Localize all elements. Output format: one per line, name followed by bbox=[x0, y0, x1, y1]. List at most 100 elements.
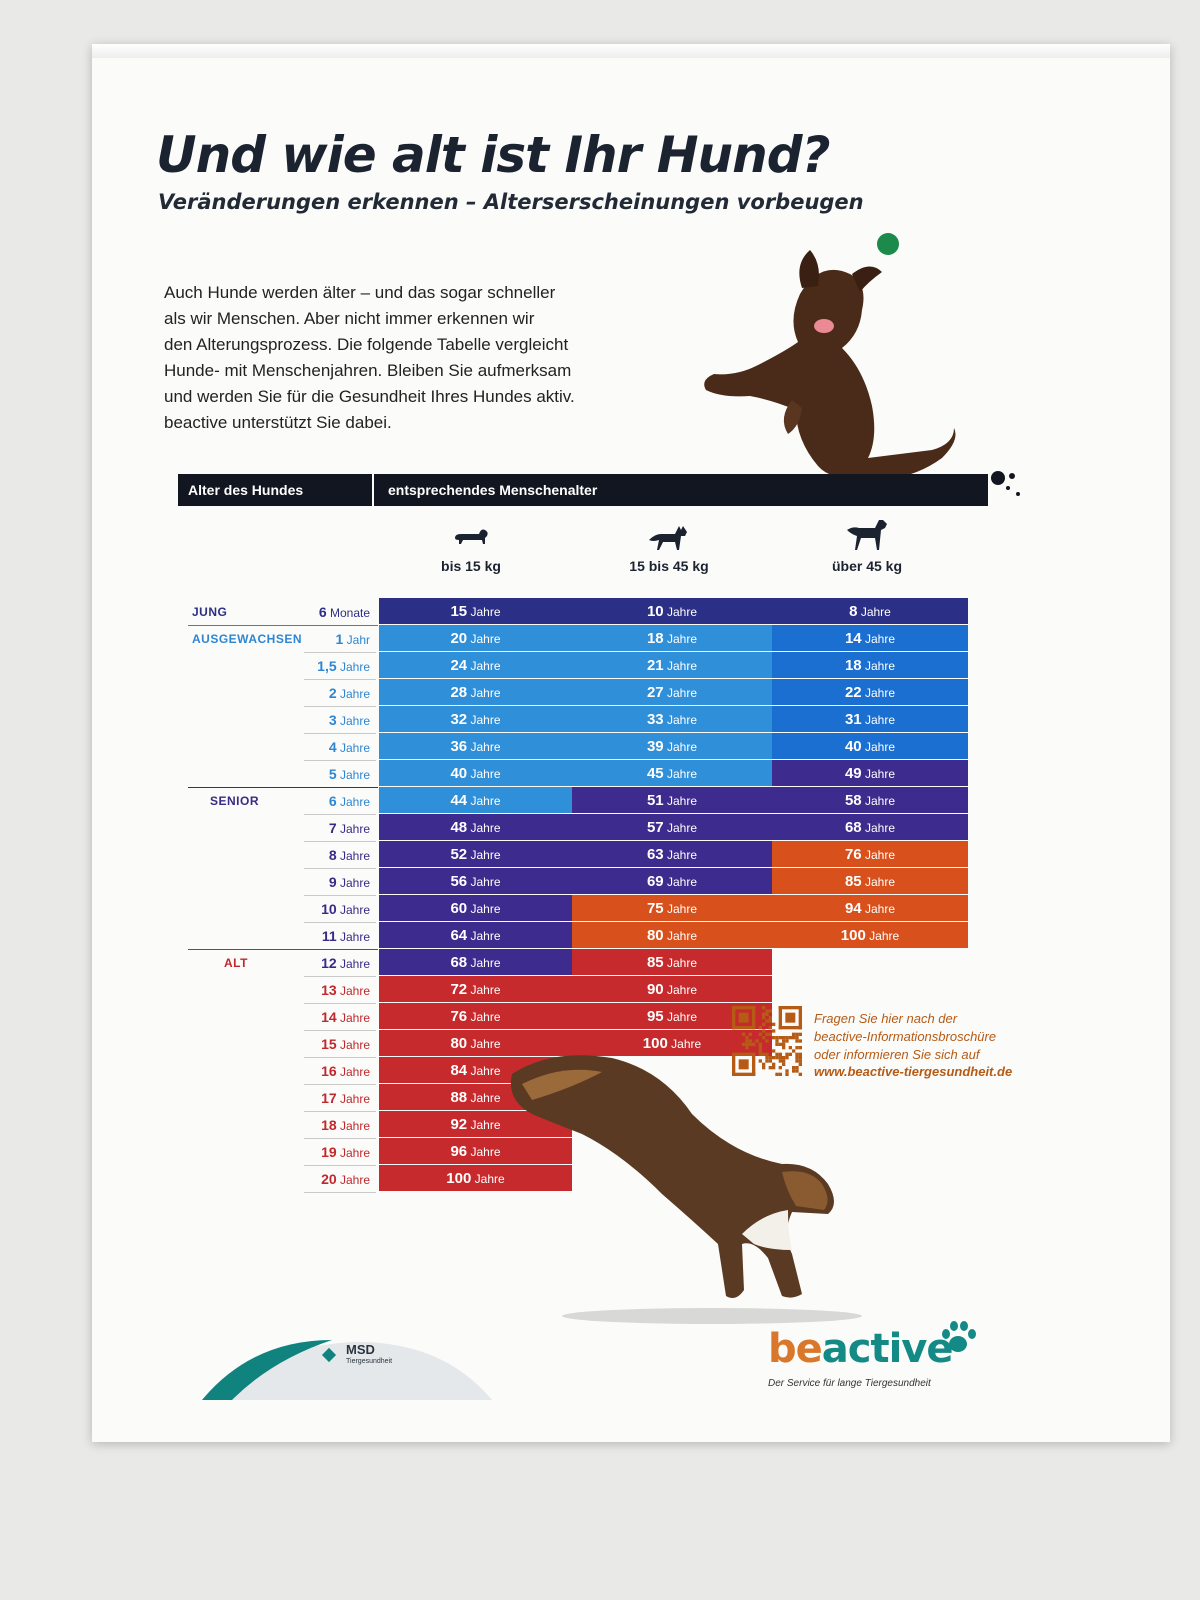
dog-age-label: 13 Jahre bbox=[250, 982, 370, 998]
human-age-unit: Jahre bbox=[467, 983, 501, 997]
age-cell-large: 31 Jahre bbox=[772, 706, 968, 732]
dog-age-unit: Jahre bbox=[336, 1065, 370, 1079]
dog-age-label: 1,5 Jahre bbox=[250, 658, 370, 674]
human-age-label: 90 Jahre bbox=[587, 981, 757, 998]
human-age-unit: Jahre bbox=[467, 1037, 501, 1051]
age-cell-medium: 33 Jahre bbox=[572, 706, 772, 732]
qr-module bbox=[785, 1039, 789, 1043]
qr-module bbox=[785, 1012, 796, 1023]
human-age-value: 39 bbox=[646, 738, 664, 755]
dog-age-number: 3 bbox=[328, 712, 337, 728]
dog-age-unit: Jahre bbox=[336, 984, 370, 998]
age-cell-medium: 27 Jahre bbox=[572, 679, 772, 705]
qr-module bbox=[732, 1072, 756, 1076]
human-age-label: 27 Jahre bbox=[587, 684, 757, 701]
human-age-label: 96 Jahre bbox=[391, 1143, 561, 1160]
human-age-value: 75 bbox=[646, 900, 664, 917]
qr-module bbox=[768, 1026, 772, 1030]
human-age-label: 100 Jahre bbox=[587, 1035, 757, 1052]
dog-age-unit: Jahre bbox=[336, 768, 370, 782]
human-age-value: 40 bbox=[844, 738, 862, 755]
row-divider bbox=[304, 679, 376, 680]
row-divider bbox=[304, 1111, 376, 1112]
qr-module bbox=[772, 1022, 776, 1026]
human-age-value: 10 bbox=[646, 603, 664, 620]
age-cell-small: 20 Jahre bbox=[379, 625, 572, 651]
dog-age-number: 6 bbox=[328, 793, 337, 809]
qr-module bbox=[772, 1029, 776, 1033]
qr-module bbox=[778, 1059, 782, 1063]
age-cell-large: 58 Jahre bbox=[772, 787, 968, 813]
qr-module bbox=[798, 1046, 802, 1050]
dog-age-number: 20 bbox=[321, 1171, 337, 1187]
table-header-divider bbox=[372, 474, 374, 506]
human-age-label: 8 Jahre bbox=[785, 603, 955, 620]
website-link[interactable]: www.beactive-tiergesundheit.de bbox=[814, 1064, 1013, 1079]
human-age-unit: Jahre bbox=[467, 740, 501, 754]
dog-age-number: 4 bbox=[328, 739, 337, 755]
qr-module bbox=[762, 1012, 766, 1016]
age-cell-medium: 69 Jahre bbox=[572, 868, 772, 894]
page-subtitle: Veränderungen erkennen – Alterserscheinu… bbox=[158, 190, 864, 214]
qr-module bbox=[775, 1052, 779, 1056]
human-age-unit: Jahre bbox=[663, 902, 698, 916]
human-age-label: 60 Jahre bbox=[391, 900, 561, 917]
human-age-label: 57 Jahre bbox=[587, 819, 757, 836]
human-age-label: 40 Jahre bbox=[391, 765, 561, 782]
qr-module bbox=[765, 1039, 769, 1043]
dog-age-number: 1,5 bbox=[317, 658, 337, 674]
human-age-label: 10 Jahre bbox=[587, 603, 757, 620]
human-age-value: 40 bbox=[450, 765, 468, 782]
dog-age-number: 8 bbox=[328, 847, 337, 863]
human-age-unit: Jahre bbox=[861, 740, 896, 754]
poster-edge bbox=[92, 44, 1170, 58]
human-age-value: 33 bbox=[646, 711, 664, 728]
age-cell-small: 40 Jahre bbox=[379, 760, 572, 786]
human-age-label: 85 Jahre bbox=[785, 873, 955, 890]
human-age-label: 63 Jahre bbox=[587, 846, 757, 863]
qr-module bbox=[768, 1059, 772, 1063]
human-age-label: 36 Jahre bbox=[391, 738, 561, 755]
leaping-dog-photo bbox=[510, 1055, 862, 1324]
table-header-bar: Alter des Hundes entsprechendes Menschen… bbox=[178, 474, 988, 506]
dog-age-unit: Jahre bbox=[336, 1092, 370, 1106]
human-age-label: 80 Jahre bbox=[391, 1035, 561, 1052]
qr-module bbox=[798, 1006, 802, 1030]
qr-module bbox=[775, 1036, 779, 1040]
qr-module bbox=[762, 1022, 766, 1026]
dog-age-unit: Jahre bbox=[336, 687, 370, 701]
qr-module bbox=[782, 1039, 786, 1043]
human-age-unit: Jahre bbox=[663, 848, 698, 862]
beactive-tagline: Der Service für lange Tiergesundheit bbox=[768, 1378, 931, 1389]
qr-module bbox=[775, 1056, 779, 1060]
human-age-unit: Jahre bbox=[667, 1037, 702, 1051]
human-age-unit: Jahre bbox=[663, 956, 698, 970]
human-age-value: 90 bbox=[646, 981, 664, 998]
stage-label: SENIOR bbox=[210, 794, 260, 808]
dog-age-unit: Jahre bbox=[336, 1038, 370, 1052]
column-medium-dog: 15 bis 45 kg bbox=[594, 522, 744, 574]
human-age-value: 45 bbox=[646, 765, 664, 782]
human-age-label: 49 Jahre bbox=[785, 765, 955, 782]
qr-module bbox=[762, 1029, 766, 1033]
human-age-value: 8 bbox=[849, 603, 858, 620]
age-cell-small: 60 Jahre bbox=[379, 895, 572, 921]
human-age-label: 85 Jahre bbox=[587, 954, 757, 971]
human-age-label: 95 Jahre bbox=[587, 1008, 757, 1025]
qr-module bbox=[792, 1066, 796, 1070]
human-age-unit: Jahre bbox=[663, 686, 698, 700]
age-cell-large: 49 Jahre bbox=[772, 760, 968, 786]
qr-module bbox=[752, 1006, 756, 1030]
human-age-unit: Jahre bbox=[861, 902, 896, 916]
qr-module bbox=[792, 1036, 796, 1040]
qr-module bbox=[775, 1039, 779, 1043]
human-age-label: 52 Jahre bbox=[391, 846, 561, 863]
dog-age-unit: Jahre bbox=[336, 822, 370, 836]
beactive-logo: beactive bbox=[768, 1326, 954, 1372]
qr-module bbox=[778, 1036, 782, 1040]
qr-module bbox=[738, 1059, 749, 1070]
human-age-unit: Jahre bbox=[467, 767, 501, 781]
dog-age-unit: Jahre bbox=[336, 903, 370, 917]
age-cell-large: 76 Jahre bbox=[772, 841, 968, 867]
dog-age-unit: Jahre bbox=[336, 795, 370, 809]
